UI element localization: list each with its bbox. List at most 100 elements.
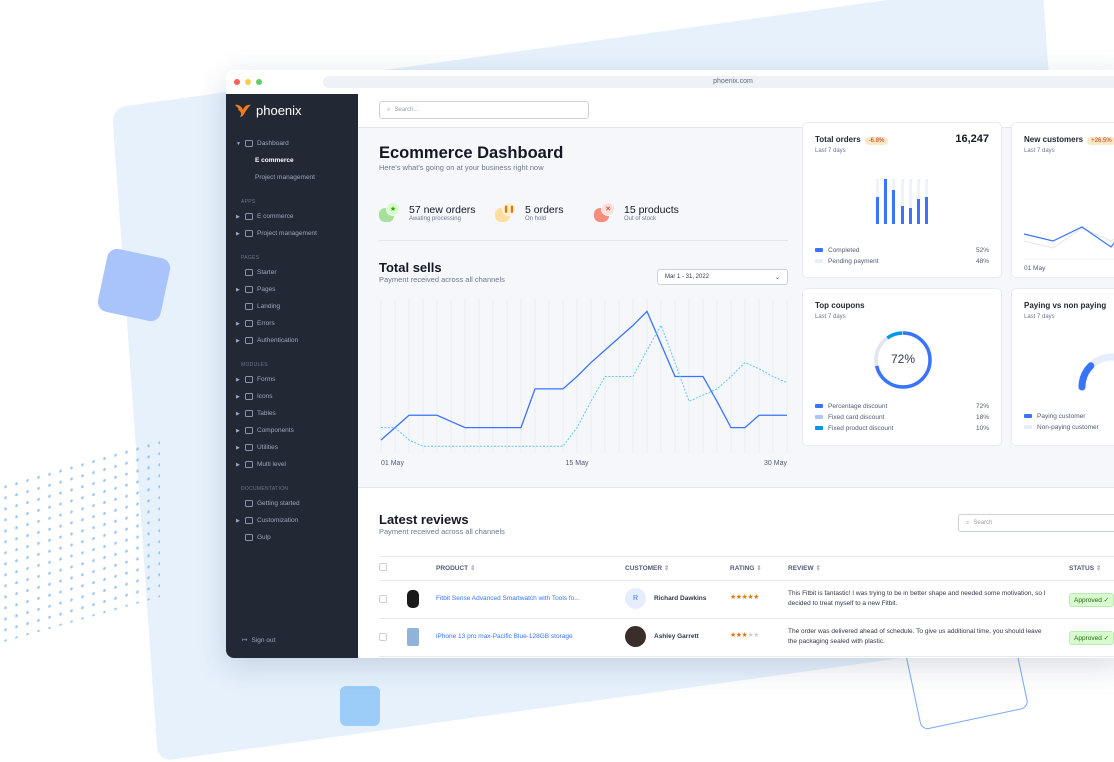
background-square — [96, 247, 172, 323]
sort-icon: ⇕ — [663, 565, 670, 572]
monitor-icon — [245, 303, 253, 310]
x-tick-label: 30 May — [764, 460, 787, 467]
legend-item: Fixed product discount 10% — [815, 425, 989, 432]
bar-fill — [917, 198, 920, 224]
new-customers-card: New customers +26.5% Last 7 days 01 May — [1011, 122, 1114, 278]
legend-swatch — [1024, 425, 1032, 430]
caret-right-icon: ▶ — [236, 410, 240, 417]
date-range-select[interactable]: Mar 1 - 31, 2022 ⌄ — [657, 269, 788, 285]
x-icon: ✕ — [601, 202, 615, 216]
pause-icon: ❚❚ — [502, 202, 516, 216]
total-sells-title: Total sells — [379, 260, 442, 275]
background-square-small — [340, 686, 380, 726]
series-line-0 — [380, 310, 787, 441]
sidebar-item-label: Tables — [257, 410, 276, 417]
sidebar-item-multi-level[interactable]: ▶ Multi level — [236, 461, 286, 468]
column-header[interactable]: PRODUCT ⇕ — [436, 565, 476, 572]
minimize-dot[interactable] — [245, 79, 251, 85]
stat-subtitle: On hold — [525, 216, 547, 222]
legend-item: Fixed card discount 18% — [815, 414, 989, 421]
legend-value: 18% — [975, 414, 989, 421]
product-link[interactable]: Fitbit Sense Advanced Smartwatch with To… — [436, 595, 580, 602]
sidebar-item-label: Getting started — [257, 500, 300, 507]
sidebar-item-pages[interactable]: ▶ Pages — [236, 286, 275, 293]
sidebar-item-landing[interactable]: Landing — [236, 303, 280, 310]
stat-item: ★ 57 new orders Awating processing — [379, 202, 476, 224]
donut-center-value: 72% — [890, 352, 916, 366]
browser-window: phoenix.com phoenix ▼ Dashboard E commerce… — [226, 70, 1114, 658]
legend-swatch — [815, 404, 823, 409]
row-checkbox[interactable] — [379, 633, 387, 641]
legend-label: Fixed product discount — [828, 425, 894, 432]
customer-name[interactable]: Ashley Garrett — [654, 633, 699, 640]
product-link[interactable]: iPhone 13 pro max-Pacific Blue-128GB sto… — [436, 633, 573, 640]
select-all-checkbox[interactable] — [379, 563, 387, 571]
stat-item: ❚❚ 5 orders On hold — [495, 202, 564, 224]
maximize-dot[interactable] — [256, 79, 262, 85]
sidebar-item-tables[interactable]: ▶ Tables — [236, 410, 276, 417]
bar-fill — [892, 189, 896, 224]
bar-track — [892, 179, 896, 224]
sidebar-subitem[interactable]: E commerce — [255, 157, 294, 164]
card-period: Last 7 days — [1024, 314, 1055, 320]
divider — [379, 240, 788, 241]
close-dot[interactable] — [234, 79, 240, 85]
sidebar-item-label: Dashboard — [257, 140, 289, 147]
sidebar-item-label: Multi level — [257, 461, 286, 468]
search-icon: ⌕ — [387, 106, 391, 113]
x-tick-label: 15 May — [566, 460, 589, 467]
reviews-search-input[interactable]: ⌕ Search — [958, 514, 1114, 532]
page-subtitle: Here's what's going on at your business … — [379, 163, 544, 172]
caret-right-icon: ▶ — [236, 444, 240, 451]
sidebar-item-components[interactable]: ▶ Components — [236, 427, 294, 434]
legend-value: 10% — [975, 425, 989, 432]
url-bar[interactable]: phoenix.com — [323, 76, 1114, 88]
sidebar-item-errors[interactable]: ▶ Errors — [236, 320, 275, 327]
bar-fill — [900, 206, 904, 224]
sidebar-item-project-management[interactable]: ▶ Project management — [236, 230, 317, 237]
clipboard-icon — [245, 230, 253, 237]
sidebar-item-label: Landing — [257, 303, 281, 310]
card-title: Top coupons — [815, 301, 865, 310]
row-checkbox[interactable] — [379, 595, 387, 603]
logo[interactable]: phoenix — [234, 102, 302, 118]
search-input[interactable]: ⌕ Search... — [379, 101, 589, 119]
legend-value: 52% — [975, 247, 989, 254]
layout-icon — [245, 286, 253, 293]
sidebar-item-starter[interactable]: Starter — [236, 269, 277, 276]
series-line-1 — [381, 324, 788, 447]
grid-icon — [245, 393, 253, 400]
sidebar-item-forms[interactable]: ▶ Forms — [236, 376, 275, 383]
sidebar-subitem[interactable]: Project management — [255, 174, 315, 181]
sidebar-item-authentication[interactable]: ▶ Authentication — [236, 337, 298, 344]
column-header[interactable]: RATING ⇕ — [730, 565, 762, 572]
sidebar-item-utilities[interactable]: ▶ Utilities — [236, 444, 278, 451]
stat-subtitle: Awating processing — [409, 216, 461, 222]
sidebar-item-dashboard[interactable]: ▼ Dashboard — [236, 140, 289, 147]
sidebar-item-e-commerce[interactable]: ▶ E commerce — [236, 213, 293, 220]
paying-card: Paying vs non paying Last 7 days Paying … — [1011, 288, 1114, 446]
column-header[interactable]: REVIEW ⇕ — [788, 565, 821, 572]
sign-out-button[interactable]: ↦ Sign out — [242, 636, 275, 645]
bar-track — [908, 179, 912, 224]
column-header[interactable]: CUSTOMER ⇕ — [625, 565, 670, 572]
sidebar-section-title: DOCUMENTATION — [241, 486, 289, 492]
sidebar-item-getting-started[interactable]: Getting started — [236, 500, 300, 507]
sidebar-item-icons[interactable]: ▶ Icons — [236, 393, 273, 400]
main-content: ⌕ Search... Ecommerce Dashboard Here's w… — [358, 94, 1114, 658]
card-period: Last 7 days — [815, 314, 846, 320]
column-header[interactable]: STATUS ⇕ — [1069, 565, 1102, 572]
bar-track — [925, 179, 929, 224]
sort-icon: ⇕ — [1095, 565, 1102, 572]
alert-triangle-icon — [245, 320, 253, 327]
topbar: ⌕ Search... — [358, 94, 1114, 128]
browser-bar: phoenix.com — [226, 70, 1114, 94]
stat-title: 57 new orders — [409, 204, 476, 216]
sidebar-item-customization[interactable]: ▶ Customization — [236, 517, 298, 524]
total-orders-value: 16,247 — [955, 133, 989, 145]
cart-icon — [245, 213, 253, 220]
avatar: R — [625, 588, 646, 609]
caret-right-icon: ▶ — [236, 320, 240, 327]
customer-name[interactable]: Richard Dawkins — [654, 595, 707, 602]
sidebar-item-gulp[interactable]: Gulp — [236, 534, 271, 541]
